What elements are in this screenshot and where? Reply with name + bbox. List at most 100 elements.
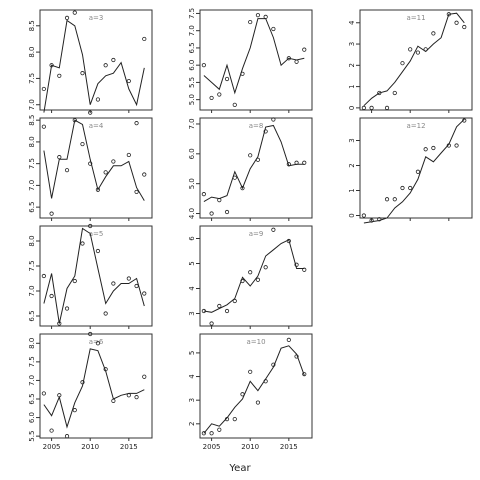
data-point	[232, 416, 237, 422]
data-point	[111, 281, 116, 286]
series-line	[43, 227, 145, 324]
x-tick-label: 2005	[43, 443, 61, 451]
x-axis-label: Year	[228, 463, 251, 474]
panel-frame	[39, 225, 153, 327]
data-point	[49, 63, 54, 68]
y-tick-label: 2	[348, 163, 356, 167]
data-point	[248, 19, 253, 25]
data-point	[142, 374, 147, 379]
data-point	[361, 213, 366, 218]
data-point	[103, 170, 108, 175]
y-tick-label: 1	[348, 188, 356, 192]
x-tick-label: 2010	[81, 443, 99, 451]
data-point	[201, 63, 206, 68]
data-point	[369, 218, 374, 223]
data-point	[134, 395, 139, 400]
data-point	[126, 152, 131, 158]
data-point	[95, 187, 101, 192]
data-point	[369, 105, 374, 110]
data-point	[271, 227, 276, 232]
data-point	[209, 95, 214, 101]
data-point	[41, 86, 46, 92]
series-line	[363, 12, 465, 107]
data-point	[209, 431, 214, 436]
y-tick-label: 4.0	[188, 208, 196, 219]
data-point	[72, 10, 77, 15]
y-tick-label: 5.5	[188, 77, 196, 88]
x-tick-label: 2010	[241, 443, 259, 451]
y-tick-label: 7.5	[28, 158, 36, 169]
data-point	[103, 63, 108, 68]
y-tick-label: 4	[188, 374, 196, 379]
y-tick-label: 6.0	[188, 148, 196, 159]
data-point	[64, 306, 70, 311]
panel-label: a=11	[406, 14, 425, 22]
data-point	[57, 73, 62, 78]
y-tick-label: 3	[188, 398, 196, 402]
data-point	[49, 428, 54, 433]
y-tick-label: 4	[188, 286, 196, 291]
panel-frame	[359, 117, 473, 219]
data-point	[103, 311, 108, 316]
data-point	[400, 185, 405, 191]
data-point	[240, 71, 245, 76]
data-point	[377, 90, 382, 96]
data-point	[255, 277, 261, 282]
y-tick-label: 7.0	[28, 375, 36, 386]
data-point	[201, 192, 206, 197]
series-line	[363, 118, 465, 224]
data-point	[431, 31, 436, 36]
panel-frame	[199, 9, 313, 111]
data-point	[263, 14, 268, 19]
y-tick-label: 5.5	[28, 431, 36, 442]
data-point	[80, 71, 85, 76]
data-point	[49, 211, 54, 216]
data-point	[224, 416, 230, 422]
data-point	[88, 331, 93, 337]
y-tick-label: 2	[348, 63, 356, 67]
data-point	[41, 124, 46, 129]
data-point	[286, 337, 291, 343]
data-point	[392, 197, 397, 202]
data-point	[271, 362, 276, 367]
data-point	[217, 92, 222, 97]
y-tick-label: 8.0	[28, 47, 36, 58]
data-point	[423, 47, 428, 52]
data-point	[286, 56, 291, 61]
data-point	[392, 90, 397, 96]
data-point	[80, 380, 85, 385]
data-point	[80, 241, 85, 246]
y-tick-label: 8.5	[28, 115, 36, 126]
data-point	[462, 118, 467, 123]
data-point	[302, 372, 307, 377]
data-point	[263, 129, 268, 134]
data-point	[400, 61, 405, 66]
series-line	[203, 124, 305, 203]
panel-frame	[359, 9, 473, 111]
panel-label: a=4	[89, 122, 104, 130]
data-point	[415, 169, 421, 174]
y-tick-label: 5	[188, 261, 196, 265]
data-point	[232, 298, 237, 304]
data-point	[271, 26, 276, 32]
data-point	[64, 15, 70, 20]
data-point	[271, 117, 276, 122]
y-tick-label: 4	[348, 20, 356, 25]
data-point	[286, 162, 291, 167]
y-tick-label: 7.0	[188, 25, 196, 36]
data-point	[224, 76, 230, 82]
y-tick-label: 0	[348, 106, 356, 110]
panel-label: a=5	[89, 230, 104, 238]
y-tick-label: 7.0	[188, 118, 196, 129]
data-point	[80, 141, 85, 147]
data-point	[255, 157, 261, 162]
y-tick-label: 3	[348, 42, 356, 46]
panel-label: a=9	[249, 230, 264, 238]
data-point	[415, 50, 421, 55]
y-tick-label: 5.0	[188, 94, 196, 105]
data-point	[217, 197, 222, 203]
data-point	[361, 105, 366, 110]
panel-frame	[199, 117, 313, 219]
y-tick-label: 8.0	[28, 235, 36, 246]
